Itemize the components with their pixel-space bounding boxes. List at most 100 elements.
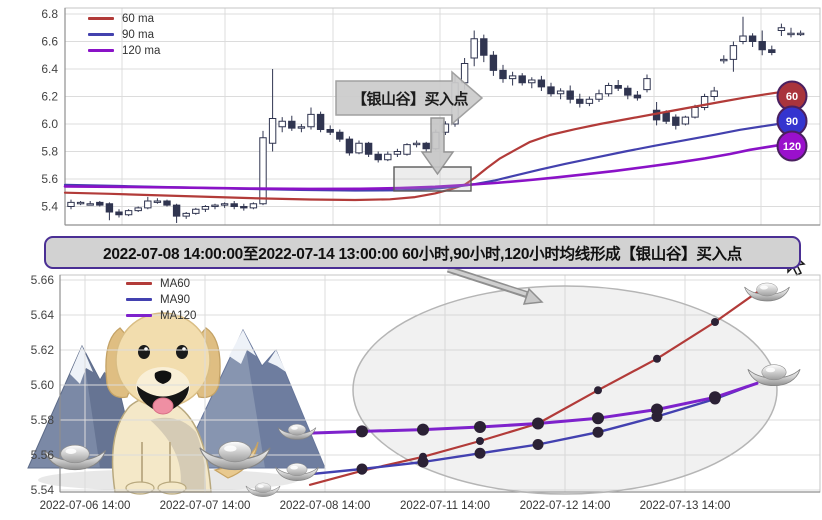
down-arrow	[420, 117, 455, 176]
data-point-dot	[532, 417, 544, 430]
data-point-dot	[417, 423, 429, 436]
legend-label: MA90	[160, 293, 191, 306]
candle-body	[105, 203, 114, 213]
y-tick-label: 6.8	[41, 7, 58, 21]
legend-item-ma120: MA120	[126, 309, 196, 322]
candle-body	[547, 86, 555, 95]
data-point-dot	[711, 318, 719, 326]
ma-line	[63, 144, 780, 191]
bottom-chart-legend: MA60 MA90 MA120	[126, 277, 196, 322]
candle-body	[460, 63, 469, 84]
candle-body	[326, 129, 334, 133]
y-tick-label: 5.60	[31, 378, 55, 392]
candle-body	[115, 211, 123, 216]
legend-label: MA60	[160, 277, 191, 290]
y-tick-label: 5.62	[31, 343, 55, 357]
candle-body	[134, 207, 142, 212]
top-chart-annotations	[335, 70, 484, 192]
data-point-dot	[474, 447, 486, 459]
ma-badge-120	[776, 130, 808, 162]
candle-body	[470, 38, 478, 59]
bottom-chart-axis-labels: 5.66 5.64 5.62 5.60 5.58 5.56 5.54 2022-07-06 1…	[31, 273, 731, 512]
legend-item-120ma: 120 ma	[88, 44, 160, 57]
candle-body	[163, 200, 171, 206]
y-tick-label: 5.66	[31, 273, 55, 287]
candle-body	[336, 131, 344, 140]
120ma-swatch	[88, 49, 114, 52]
legend-label: MA120	[160, 309, 197, 322]
data-point-dot	[592, 412, 604, 425]
candle-body	[230, 203, 238, 207]
candle-body	[518, 75, 526, 84]
data-point-dot	[532, 439, 544, 450]
candle-body	[374, 153, 382, 161]
x-tick-label: 2022-07-07 14:00	[160, 500, 251, 512]
bottom-chart-grid	[59, 274, 821, 493]
candle-body	[633, 94, 642, 99]
y-tick-label: 6.2	[41, 90, 58, 104]
candle-body	[595, 93, 603, 100]
candle-body	[259, 137, 267, 205]
y-tick-label: 5.56	[31, 448, 55, 462]
candle-body	[499, 69, 507, 80]
candle-body	[76, 201, 85, 205]
candle-body	[172, 204, 181, 217]
candle-body	[201, 206, 210, 210]
candle-body	[681, 116, 690, 125]
candle-body	[614, 85, 622, 89]
candle-body	[393, 151, 402, 155]
candle-body	[422, 142, 430, 150]
candle-body	[585, 98, 594, 104]
data-point-dot	[356, 425, 368, 438]
bottom-chart-ma-lines	[308, 291, 759, 486]
legend-label: 90 ma	[122, 28, 154, 41]
candle-body	[96, 201, 104, 206]
candle-body	[480, 38, 488, 56]
candle-body	[192, 208, 200, 214]
y-tick-label: 6.0	[41, 117, 58, 131]
y-tick-label: 6.6	[41, 35, 58, 49]
candle-body	[278, 120, 286, 128]
candle-body	[345, 138, 354, 154]
x-tick-label: 2022-07-12 14:00	[520, 500, 611, 512]
candle-body	[643, 78, 651, 91]
ma60-swatch	[126, 282, 152, 285]
ma120-swatch	[126, 314, 152, 317]
candle-body	[739, 35, 747, 42]
candle-body	[403, 144, 411, 155]
y-tick-label: 5.54	[31, 483, 55, 497]
candle-body	[307, 113, 315, 128]
ma-badge-label: 60	[786, 91, 798, 103]
candle-body	[489, 54, 498, 71]
candle-body	[220, 203, 229, 206]
candle-body	[758, 41, 766, 51]
ma-badge-label: 120	[783, 141, 801, 153]
data-point-dot	[709, 391, 721, 404]
candle-body	[288, 120, 296, 129]
candle-body	[355, 142, 363, 154]
buy-point-banner-arrow	[335, 70, 484, 126]
y-tick-label: 5.6	[41, 172, 58, 186]
ma90-swatch	[126, 298, 152, 301]
candle-body	[604, 85, 613, 95]
candle-body	[672, 116, 680, 126]
candle-body	[537, 79, 546, 88]
candle-body	[211, 204, 219, 208]
candle-body	[364, 142, 373, 155]
candle-body	[316, 113, 325, 130]
ma-line	[63, 91, 780, 202]
candle-body	[710, 90, 718, 97]
candle-body	[384, 153, 392, 161]
candle-body	[556, 90, 565, 95]
legend-label: 120 ma	[122, 44, 161, 57]
candle-body	[67, 201, 75, 207]
candle-body	[182, 212, 190, 217]
candle-body	[144, 200, 152, 209]
candle-body	[796, 32, 805, 36]
y-tick-label: 6.4	[41, 62, 58, 76]
candle-body	[748, 35, 757, 42]
data-point-dot	[474, 421, 486, 433]
candle-body	[662, 112, 670, 122]
60ma-swatch	[88, 17, 114, 20]
ma-badge-label: 90	[786, 116, 798, 128]
